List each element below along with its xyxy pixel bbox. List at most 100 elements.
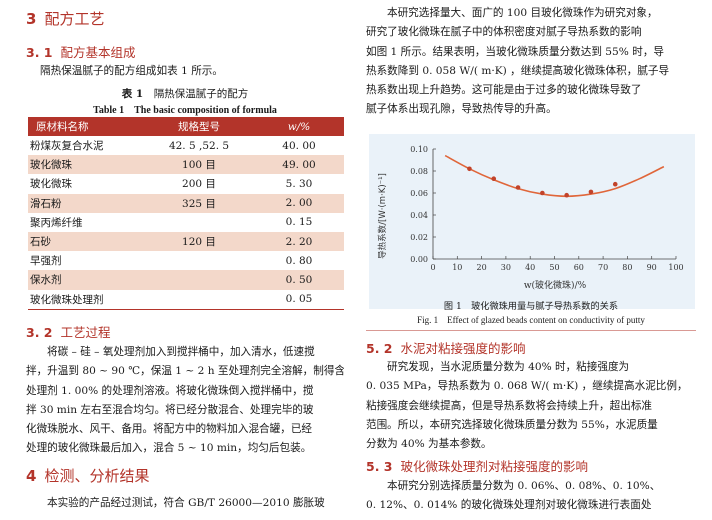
x-tick-label: 30: [501, 263, 511, 272]
paragraph-line: 处理的玻化微珠最后加入，混合 5 ~ 10 min，均匀后包装。: [26, 442, 312, 455]
cell-fraction: 0. 80: [285, 254, 313, 267]
data-point: [515, 185, 521, 190]
caption-label: 表 1: [121, 88, 144, 100]
section-4-heading: 4 检测、分析结果: [26, 465, 149, 486]
table-caption-cn: 表 1 隔热保温腻子的配方: [26, 86, 344, 101]
data-point: [467, 166, 472, 172]
cell-spec: 120 目: [144, 231, 254, 252]
paragraph-line: 热系数出现上升趋势。这可能是由于过多的玻化微珠导致了: [366, 84, 642, 97]
cell-material: 聚丙烯纤维: [30, 216, 83, 229]
section-title: 水泥对粘接强度的影响: [400, 341, 526, 356]
cell-spec: 325 目: [144, 193, 254, 213]
paragraph-line: 本研究选择量大、面广的 100 目玻化微珠作为研究对象，: [387, 7, 658, 19]
cell-fraction: 0. 05: [254, 289, 344, 310]
x-tick-label: 100: [668, 263, 683, 272]
paragraph-line: 研究发现，当水泥质量分数为 40% 时，粘接强度为: [387, 361, 630, 373]
x-tick-label: 50: [549, 263, 559, 272]
section-title: 工艺过程: [60, 325, 111, 340]
cell-material: 玻化微珠: [30, 178, 72, 191]
cell-material: 玻化微珠处理剂: [28, 289, 144, 310]
cell-material: 玻化微珠: [28, 155, 144, 175]
section-number: 3: [26, 10, 37, 28]
cell-material: 滑石粉: [28, 193, 144, 213]
section-number: 5. 2: [366, 341, 393, 356]
cell-spec: [144, 251, 254, 270]
paragraph-line: 粘接强度会继续提高，但是导热系数将会持续上升，超出标准: [366, 399, 653, 412]
section-3-1-heading: 3. 1 配方基本组成: [26, 42, 136, 61]
conductivity-chart: 0 10 20 30 40 50 60 70 80 90 100 0.00 0.02 0.04 0.06 0.…: [377, 145, 684, 291]
cell-fraction: 40. 00: [282, 139, 316, 152]
table-row: 早强剂 0. 80: [28, 251, 344, 270]
cell-material: 早强剂: [30, 255, 62, 268]
section-number: 5. 3: [366, 459, 393, 474]
series-markers: [467, 166, 618, 198]
x-axis-label: w(玻化微珠)/%: [524, 279, 587, 291]
x-tick-label: 20: [477, 263, 487, 272]
section-4-text: 本实验的产品经过测试，符合 GB/T 26000—2010 膨胀玻: [26, 494, 344, 513]
paragraph-line: 拌 30 min 左右至混合均匀。将已经分散混合、处理完毕的玻: [26, 403, 314, 416]
paragraph-line: 本实验的产品经过测试，符合 GB/T 26000—2010 膨胀玻: [47, 497, 325, 509]
cell-fraction: 2. 20: [254, 231, 344, 252]
paragraph-line: 化微珠脱水、风干、备用。将配方中的物料加入混合罐，已经: [26, 423, 313, 436]
cell-spec: 200 目: [182, 178, 216, 191]
caption-text: 隔热保温腻子的配方: [153, 88, 249, 100]
formula-table: 原材料名称 规格型号 w/% 粉煤灰复合水泥 42. 5 ,52. 5 40. 00…: [28, 117, 344, 310]
x-tick-label: 70: [598, 263, 608, 272]
figure-caption-en: Fig. 1 Effect of glazed beads content on…: [417, 315, 645, 325]
cell-spec: 42. 5 ,52. 5: [168, 139, 230, 152]
y-tick-label: 0.10: [410, 145, 428, 154]
paragraph-line: 隔热保温腻子的配方组成如表 1 所示。: [40, 65, 223, 77]
table-row: 石砂 120 目 2. 20: [28, 231, 344, 252]
cell-fraction: 49. 00: [254, 155, 344, 175]
table-row: 保水剂 0. 50: [28, 270, 344, 290]
cell-spec: [144, 270, 254, 290]
section-number: 3. 1: [26, 45, 53, 60]
cell-fraction: 0. 50: [254, 270, 344, 290]
section-5-2-heading: 5. 2 水泥对粘接强度的影响: [366, 338, 526, 357]
x-tick-label: 80: [622, 263, 632, 272]
data-point: [612, 181, 618, 187]
paragraph-line: 拌，升温到 80 ~ 90 ℃，保温 1 ~ 2 h 至处理剂完全溶解，制得含: [26, 365, 344, 378]
paragraph-line: 腻子体系出现孔隙，导致热传导的升高。: [366, 103, 557, 116]
paragraph-line: 将碳 – 硅 – 氧处理剂加入到搅拌桶中，加入清水，低速搅: [47, 346, 315, 358]
table-header: w/%: [254, 117, 344, 136]
table-header: 规格型号: [144, 117, 254, 136]
table-caption-en: Table 1 The basic composition of formula: [26, 101, 344, 116]
x-tick-label: 0: [430, 263, 435, 272]
y-axis-label: 导热系数/[W·(m·K)⁻¹]: [377, 173, 388, 259]
chart-ticks: 0 10 20 30 40 50 60 70 80 90 100 0.00 0.02 0.04 0.06 0.…: [410, 145, 683, 272]
chart-axes: [432, 149, 676, 260]
section-title: 检测、分析结果: [44, 467, 150, 485]
cell-material: 保水剂: [28, 270, 144, 290]
table-row: 滑石粉 325 目 2. 00: [28, 193, 344, 213]
section-3-heading: 3 配方工艺: [26, 8, 104, 29]
section-title: 玻化微珠处理剂对粘接强度的影响: [400, 459, 589, 474]
table-row: 玻化微珠 100 目 49. 00: [28, 155, 344, 175]
paragraph-line: 如图 1 所示。结果表明，当玻化微珠质量分数达到 55% 时，导: [366, 45, 665, 58]
paragraph-line: 0. 12%、0. 014% 的玻化微珠处理剂对玻化微珠进行表面处: [366, 499, 652, 512]
cell-material: 粉煤灰复合水泥: [30, 140, 104, 153]
cell-spec: [144, 213, 254, 232]
x-tick-label: 10: [452, 263, 462, 272]
y-tick-label: 0.06: [410, 189, 428, 198]
paragraph-line: 处理剂 1. 00% 的处理剂溶液。将玻化微珠倒入搅拌桶中，搅: [26, 384, 314, 397]
cell-spec: [144, 289, 254, 310]
intro-text: 本研究选择量大、面广的 100 目玻化微珠作为研究对象， 研究了玻化微珠在腻子中…: [366, 4, 696, 120]
cell-fraction: 5. 30: [285, 177, 313, 190]
series-line: [444, 154, 665, 198]
caption-label: Table 1: [93, 105, 125, 116]
cell-material: 石砂: [28, 231, 144, 252]
section-title: 配方基本组成: [60, 45, 136, 60]
y-tick-label: 0.02: [410, 233, 428, 242]
caption-text: The basic composition of formula: [134, 105, 277, 116]
y-tick-label: 0.04: [410, 211, 428, 220]
paragraph-line: 0. 035 MPa，导热系数为 0. 068 W/( m·K) ，继续提高水泥…: [366, 380, 688, 393]
y-tick-label: 0.00: [410, 255, 428, 264]
paragraph-line: 分数为 40% 为基本参数。: [366, 438, 492, 451]
x-tick-label: 60: [574, 263, 584, 272]
table-row: 玻化微珠 200 目 5. 30: [28, 174, 344, 193]
table-header-row: 原材料名称 规格型号 w/%: [28, 117, 344, 136]
table-row: 玻化微珠处理剂 0. 05: [28, 289, 344, 310]
table-header: 原材料名称: [28, 117, 144, 136]
section-3-2-heading: 3. 2 工艺过程: [26, 322, 111, 341]
